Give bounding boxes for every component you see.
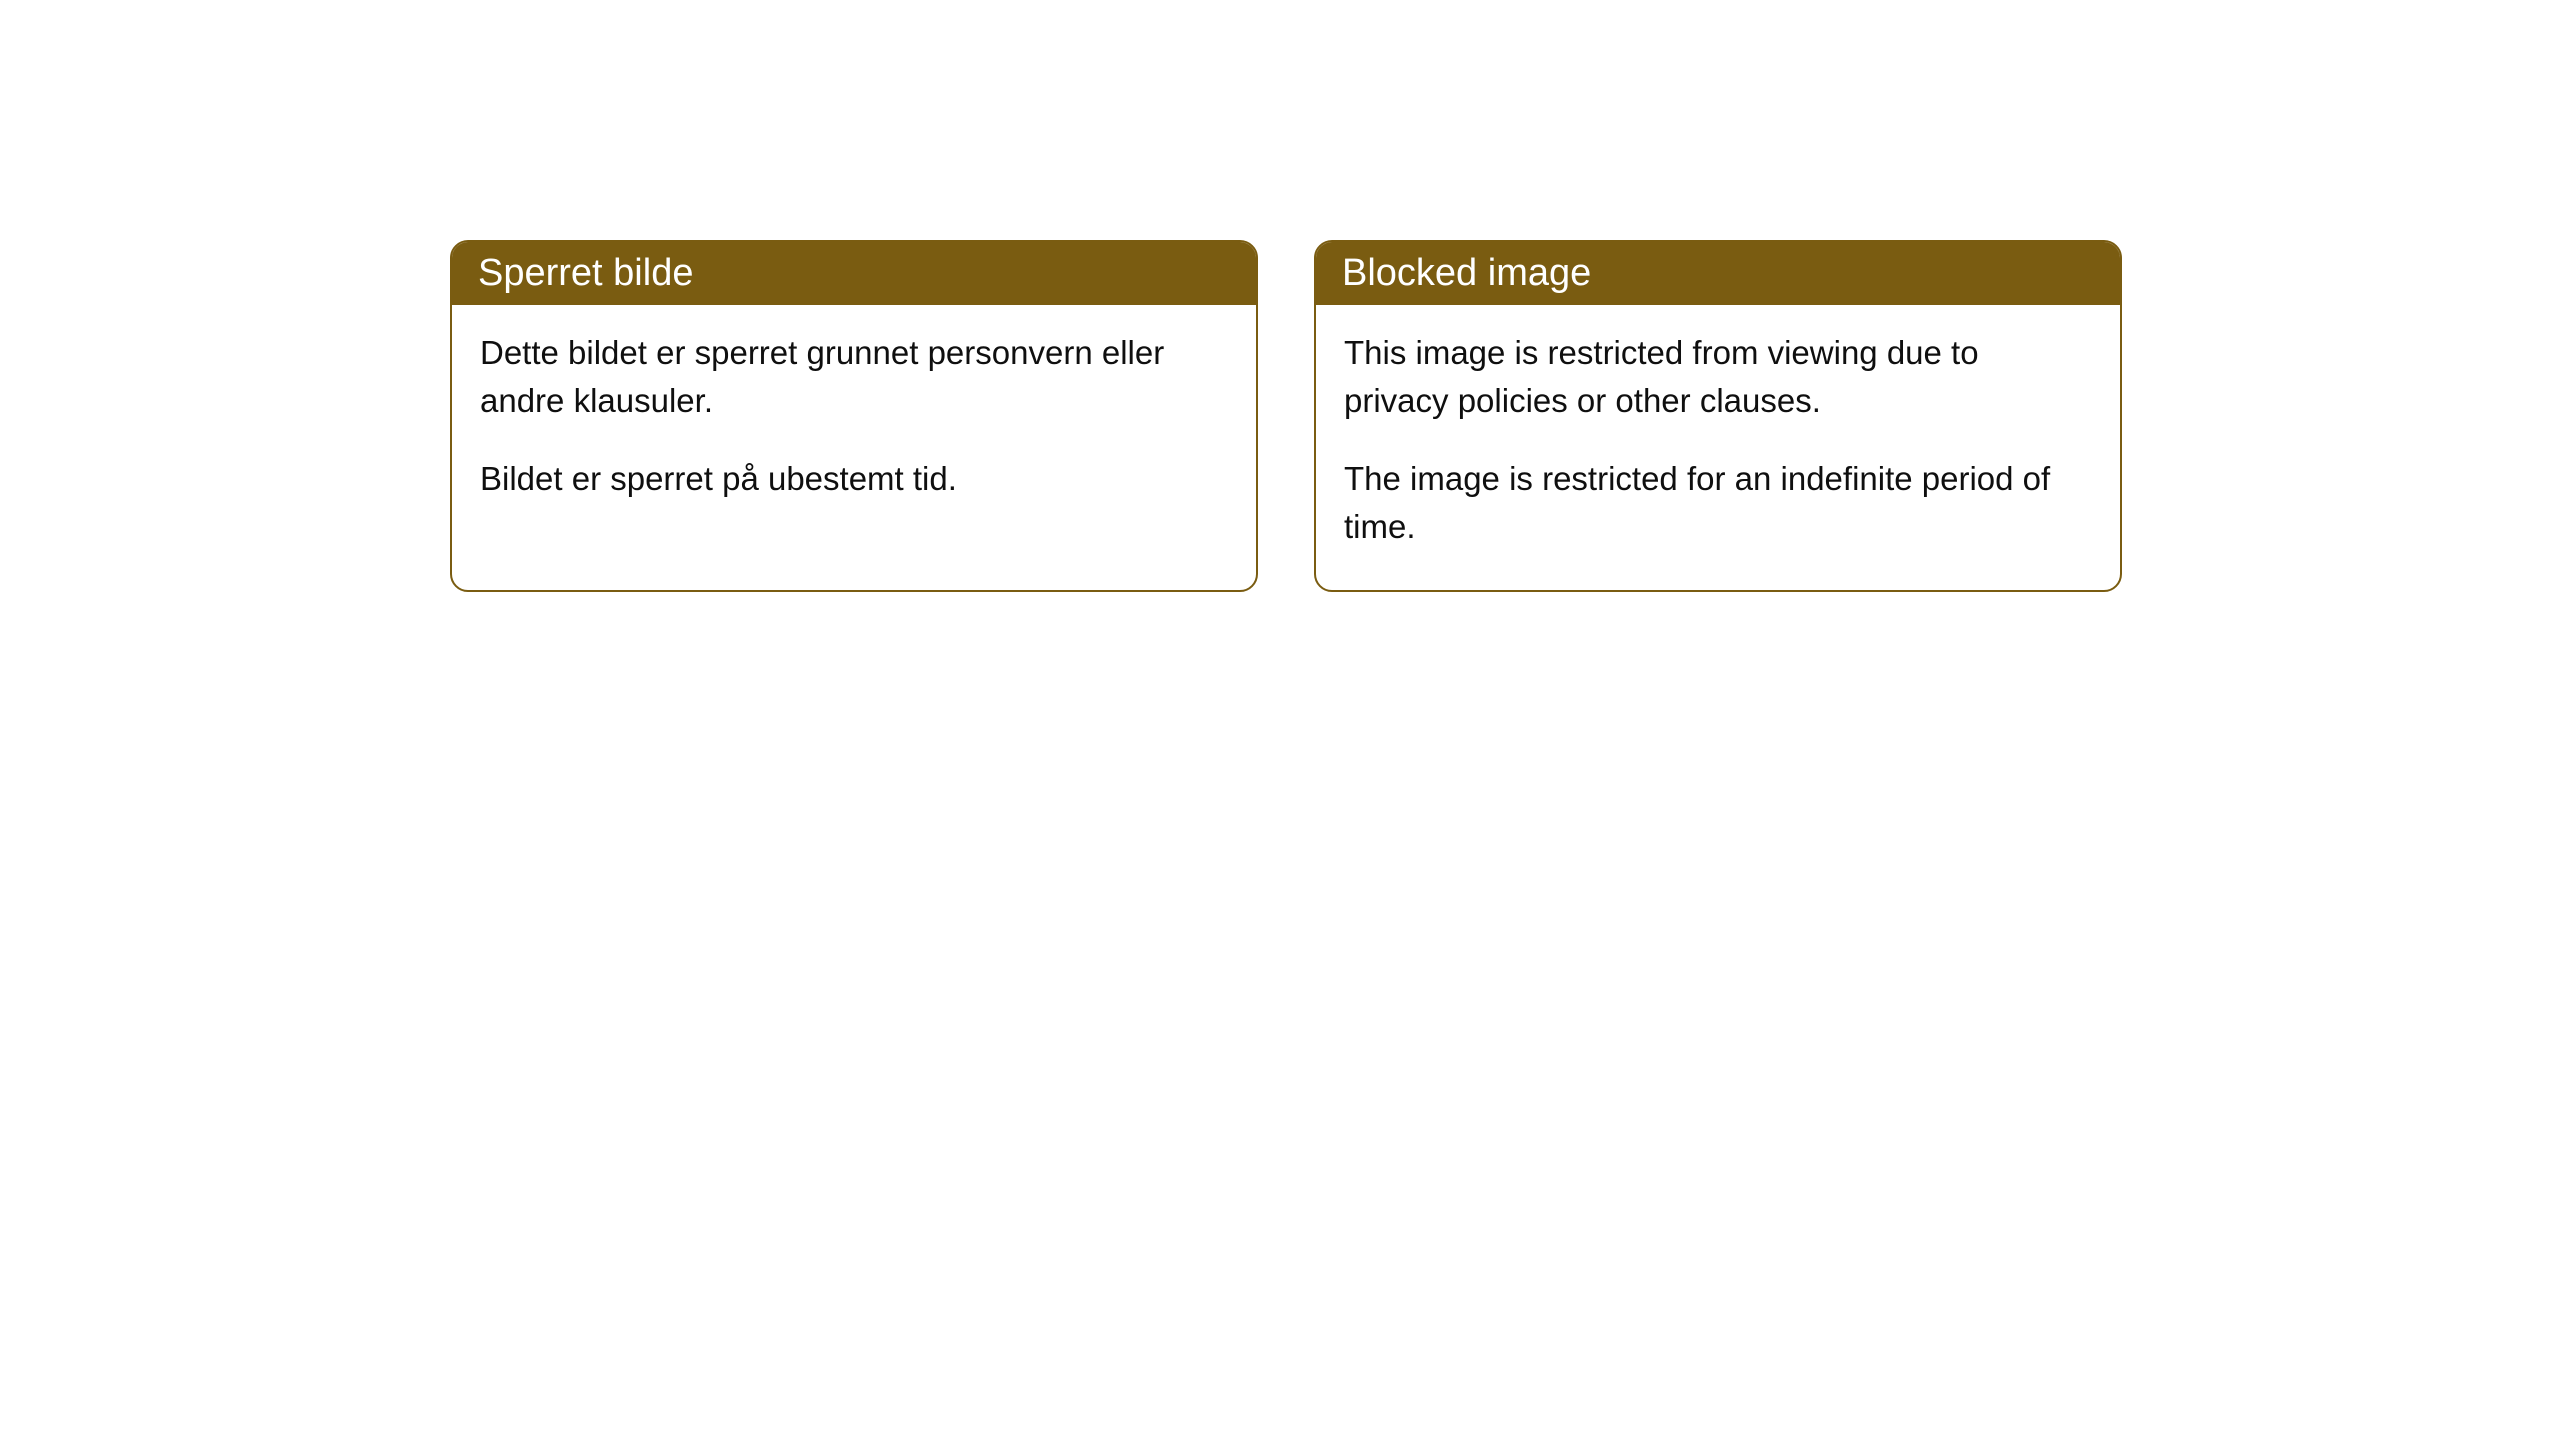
notice-card-norwegian: Sperret bilde Dette bildet er sperret gr…: [450, 240, 1258, 592]
card-title: Blocked image: [1342, 252, 1591, 294]
card-paragraph: This image is restricted from viewing du…: [1344, 329, 2092, 425]
card-paragraph: Dette bildet er sperret grunnet personve…: [480, 329, 1228, 425]
notice-cards-container: Sperret bilde Dette bildet er sperret gr…: [450, 240, 2122, 592]
card-body: Dette bildet er sperret grunnet personve…: [452, 305, 1256, 543]
card-paragraph: Bildet er sperret på ubestemt tid.: [480, 455, 1228, 503]
card-title: Sperret bilde: [478, 252, 693, 294]
notice-card-english: Blocked image This image is restricted f…: [1314, 240, 2122, 592]
card-header: Sperret bilde: [452, 242, 1256, 305]
card-paragraph: The image is restricted for an indefinit…: [1344, 455, 2092, 551]
card-header: Blocked image: [1316, 242, 2120, 305]
card-body: This image is restricted from viewing du…: [1316, 305, 2120, 590]
